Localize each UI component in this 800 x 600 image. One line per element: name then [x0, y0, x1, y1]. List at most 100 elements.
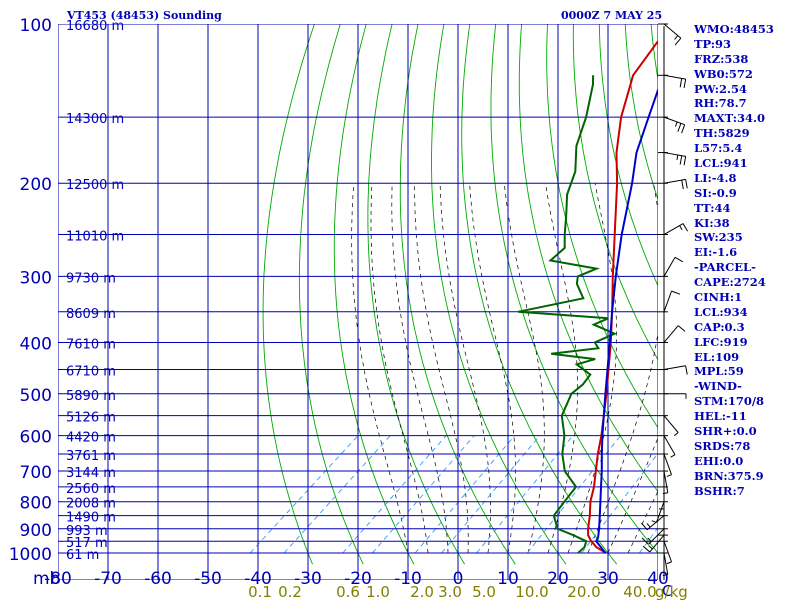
- height-label: 4420 m: [66, 431, 116, 446]
- index-item: STM:170/8: [694, 394, 765, 409]
- chart-title: VT453 (48453) Sounding: [67, 9, 222, 22]
- index-item: LI:-4.8: [694, 170, 737, 185]
- moist-adiabat: [545, 183, 578, 554]
- temperature-unit-label: C: [662, 582, 672, 600]
- index-item: CAPE:2724: [694, 275, 766, 290]
- height-label: 993 m: [66, 524, 108, 539]
- wind-barb: [658, 74, 687, 89]
- dry-adiabat: [333, 24, 415, 565]
- mixing-ratio-label: 40.0: [623, 583, 656, 600]
- wind-barb: [658, 23, 682, 46]
- mixing-ratio-label: 3.0: [438, 583, 462, 600]
- height-label: 3144 m: [66, 466, 116, 481]
- height-label: 2560 m: [66, 482, 116, 497]
- moist-adiabat: [503, 183, 545, 554]
- index-item: EI:-1.6: [694, 245, 738, 260]
- index-item: FRZ:538: [694, 51, 749, 66]
- mixing-ratio-unit-label: g/kg: [655, 583, 688, 600]
- mixing-ratio-line: [414, 435, 516, 554]
- index-item: BSHR:7: [694, 483, 745, 498]
- mixing-ratio-label: 0.2: [278, 583, 302, 600]
- moist-adiabat: [439, 183, 491, 554]
- dry-adiabat: [518, 24, 658, 493]
- wind-barb: [658, 435, 676, 458]
- mixing-ratio-line: [476, 435, 574, 554]
- mixing-ratio-label: 0.1: [248, 583, 272, 600]
- temperature-tick-label: 0: [453, 569, 464, 589]
- moist-adiabat: [351, 183, 409, 554]
- wind-barb: [658, 365, 688, 375]
- mixing-ratio-label: 2.0: [410, 583, 434, 600]
- moist-adiabat: [587, 183, 658, 554]
- index-item: SHR+:0.0: [694, 424, 757, 439]
- mixing-ratio-label: 5.0: [472, 583, 496, 600]
- pressure-tick-label: 200: [20, 175, 52, 195]
- wind-barb: [658, 152, 687, 166]
- temperature-tick-label: 30: [597, 569, 619, 589]
- index-item: WMO:48453: [694, 22, 774, 36]
- wind-barb: [658, 453, 672, 477]
- index-item: MPL:59: [694, 364, 744, 379]
- index-item: TP:93: [694, 36, 732, 51]
- index-item: BRN:375.9: [694, 468, 764, 483]
- parcel-line: [595, 86, 658, 554]
- index-item: PW:2.54: [694, 81, 748, 96]
- temperature-tick-label: 10: [497, 569, 519, 589]
- moist-adiabat: [370, 183, 429, 554]
- dry-adiabat: [262, 24, 315, 565]
- pressure-tick-label: 700: [20, 463, 52, 483]
- dry-adiabat: [367, 24, 465, 565]
- index-item: MAXT:34.0: [694, 111, 765, 126]
- mixing-ratio-label: 10.0: [515, 583, 548, 600]
- mixing-ratio-line: [441, 435, 541, 554]
- height-label: 11010 m: [66, 230, 124, 245]
- index-item: SRDS:78: [694, 438, 751, 453]
- index-item: EHI:0.0: [694, 453, 744, 468]
- indices-panel: WMO:48453 TP:93 FRZ:538 WB0:572 PW:2.54 RH:78…: [694, 22, 800, 499]
- temperature-tick-label: -80: [44, 569, 72, 589]
- moist-adiabat: [414, 183, 469, 553]
- temperature-tick-label: -40: [244, 569, 272, 589]
- dry-adiabat: [598, 24, 658, 287]
- index-item: TT:44: [694, 200, 731, 215]
- wind-barb: [641, 528, 668, 545]
- temperature-tick-label: 40: [647, 569, 669, 589]
- index-item: CINH:1: [694, 290, 743, 305]
- dry-adiabat: [546, 24, 658, 429]
- pressure-tick-label: 500: [20, 386, 52, 406]
- temperature-tick-label: -10: [394, 569, 422, 589]
- index-item: LFC:919: [694, 334, 748, 349]
- mixing-ratio-line: [342, 435, 447, 554]
- height-label: 5126 m: [66, 411, 116, 426]
- height-label: 61 m: [66, 548, 99, 563]
- wind-barb: [658, 540, 672, 565]
- dry-adiabat: [298, 24, 364, 565]
- wind-barb: [658, 470, 669, 495]
- temperature-tick-label: -50: [194, 569, 222, 589]
- wind-barb: [658, 290, 681, 313]
- wind-barb: [658, 393, 687, 399]
- mixing-ratio-label: 0.6: [336, 583, 360, 600]
- mixing-ratio-line: [526, 435, 621, 554]
- temperature-tick-label: -30: [294, 569, 322, 589]
- mixing-ratio-line: [581, 452, 658, 554]
- mixing-ratio-line: [283, 435, 391, 554]
- index-item: TH:5829: [694, 126, 750, 141]
- index-item: HEL:-11: [694, 409, 747, 424]
- height-label: 9730 m: [66, 271, 116, 286]
- index-item: EL:109: [694, 349, 740, 364]
- height-label: 16680 m: [66, 19, 124, 34]
- temperature-tick-label: -20: [344, 569, 372, 589]
- mixing-ratio-line: [249, 435, 359, 554]
- height-label: 6710 m: [66, 365, 116, 380]
- moist-adiabat: [391, 183, 449, 553]
- height-label: 14300 m: [66, 112, 124, 127]
- temperature-tick-label: 20: [547, 569, 569, 589]
- dewpoint-line: [517, 75, 618, 554]
- height-label: 2008 m: [66, 497, 116, 512]
- pressure-tick-label: 300: [20, 268, 52, 288]
- height-label: 5890 m: [66, 389, 116, 404]
- index-item: -WIND-: [694, 379, 742, 394]
- height-label: 12500 m: [66, 178, 124, 193]
- wind-barb: [658, 415, 679, 437]
